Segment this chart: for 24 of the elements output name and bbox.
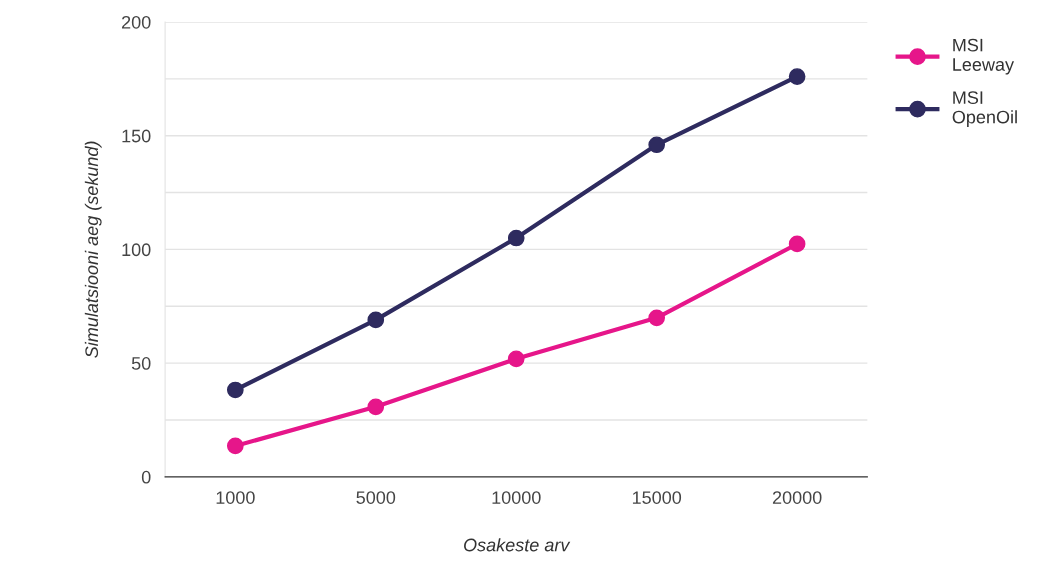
y-axis-title: Simulatsiooni aeg (sekund) xyxy=(84,141,102,358)
point xyxy=(788,68,806,85)
point xyxy=(507,229,525,247)
y-tick-label: 0 xyxy=(141,470,151,484)
y-tick-label: 200 xyxy=(122,15,151,29)
point xyxy=(648,136,666,154)
point xyxy=(648,309,666,327)
legend-label: MSI Leeway xyxy=(953,38,1015,75)
point xyxy=(507,350,525,368)
x-axis-title: Osakeste arv xyxy=(464,538,571,552)
y-tick-label: 100 xyxy=(122,243,151,257)
point xyxy=(367,398,385,416)
y-tick-label: 50 xyxy=(131,357,151,370)
y-tick-label: 150 xyxy=(122,129,151,143)
x-tick-label: 1000 xyxy=(216,491,255,504)
x-tick-label: 15000 xyxy=(632,491,682,504)
point xyxy=(367,311,385,329)
x-tick-label: 20000 xyxy=(772,491,822,504)
point xyxy=(788,235,806,253)
x-tick-label: 10000 xyxy=(492,491,541,504)
point xyxy=(226,381,244,399)
legend-label: MSI OpenOil xyxy=(952,91,1017,128)
point xyxy=(226,437,244,455)
x-tick-label: 5000 xyxy=(356,491,396,504)
